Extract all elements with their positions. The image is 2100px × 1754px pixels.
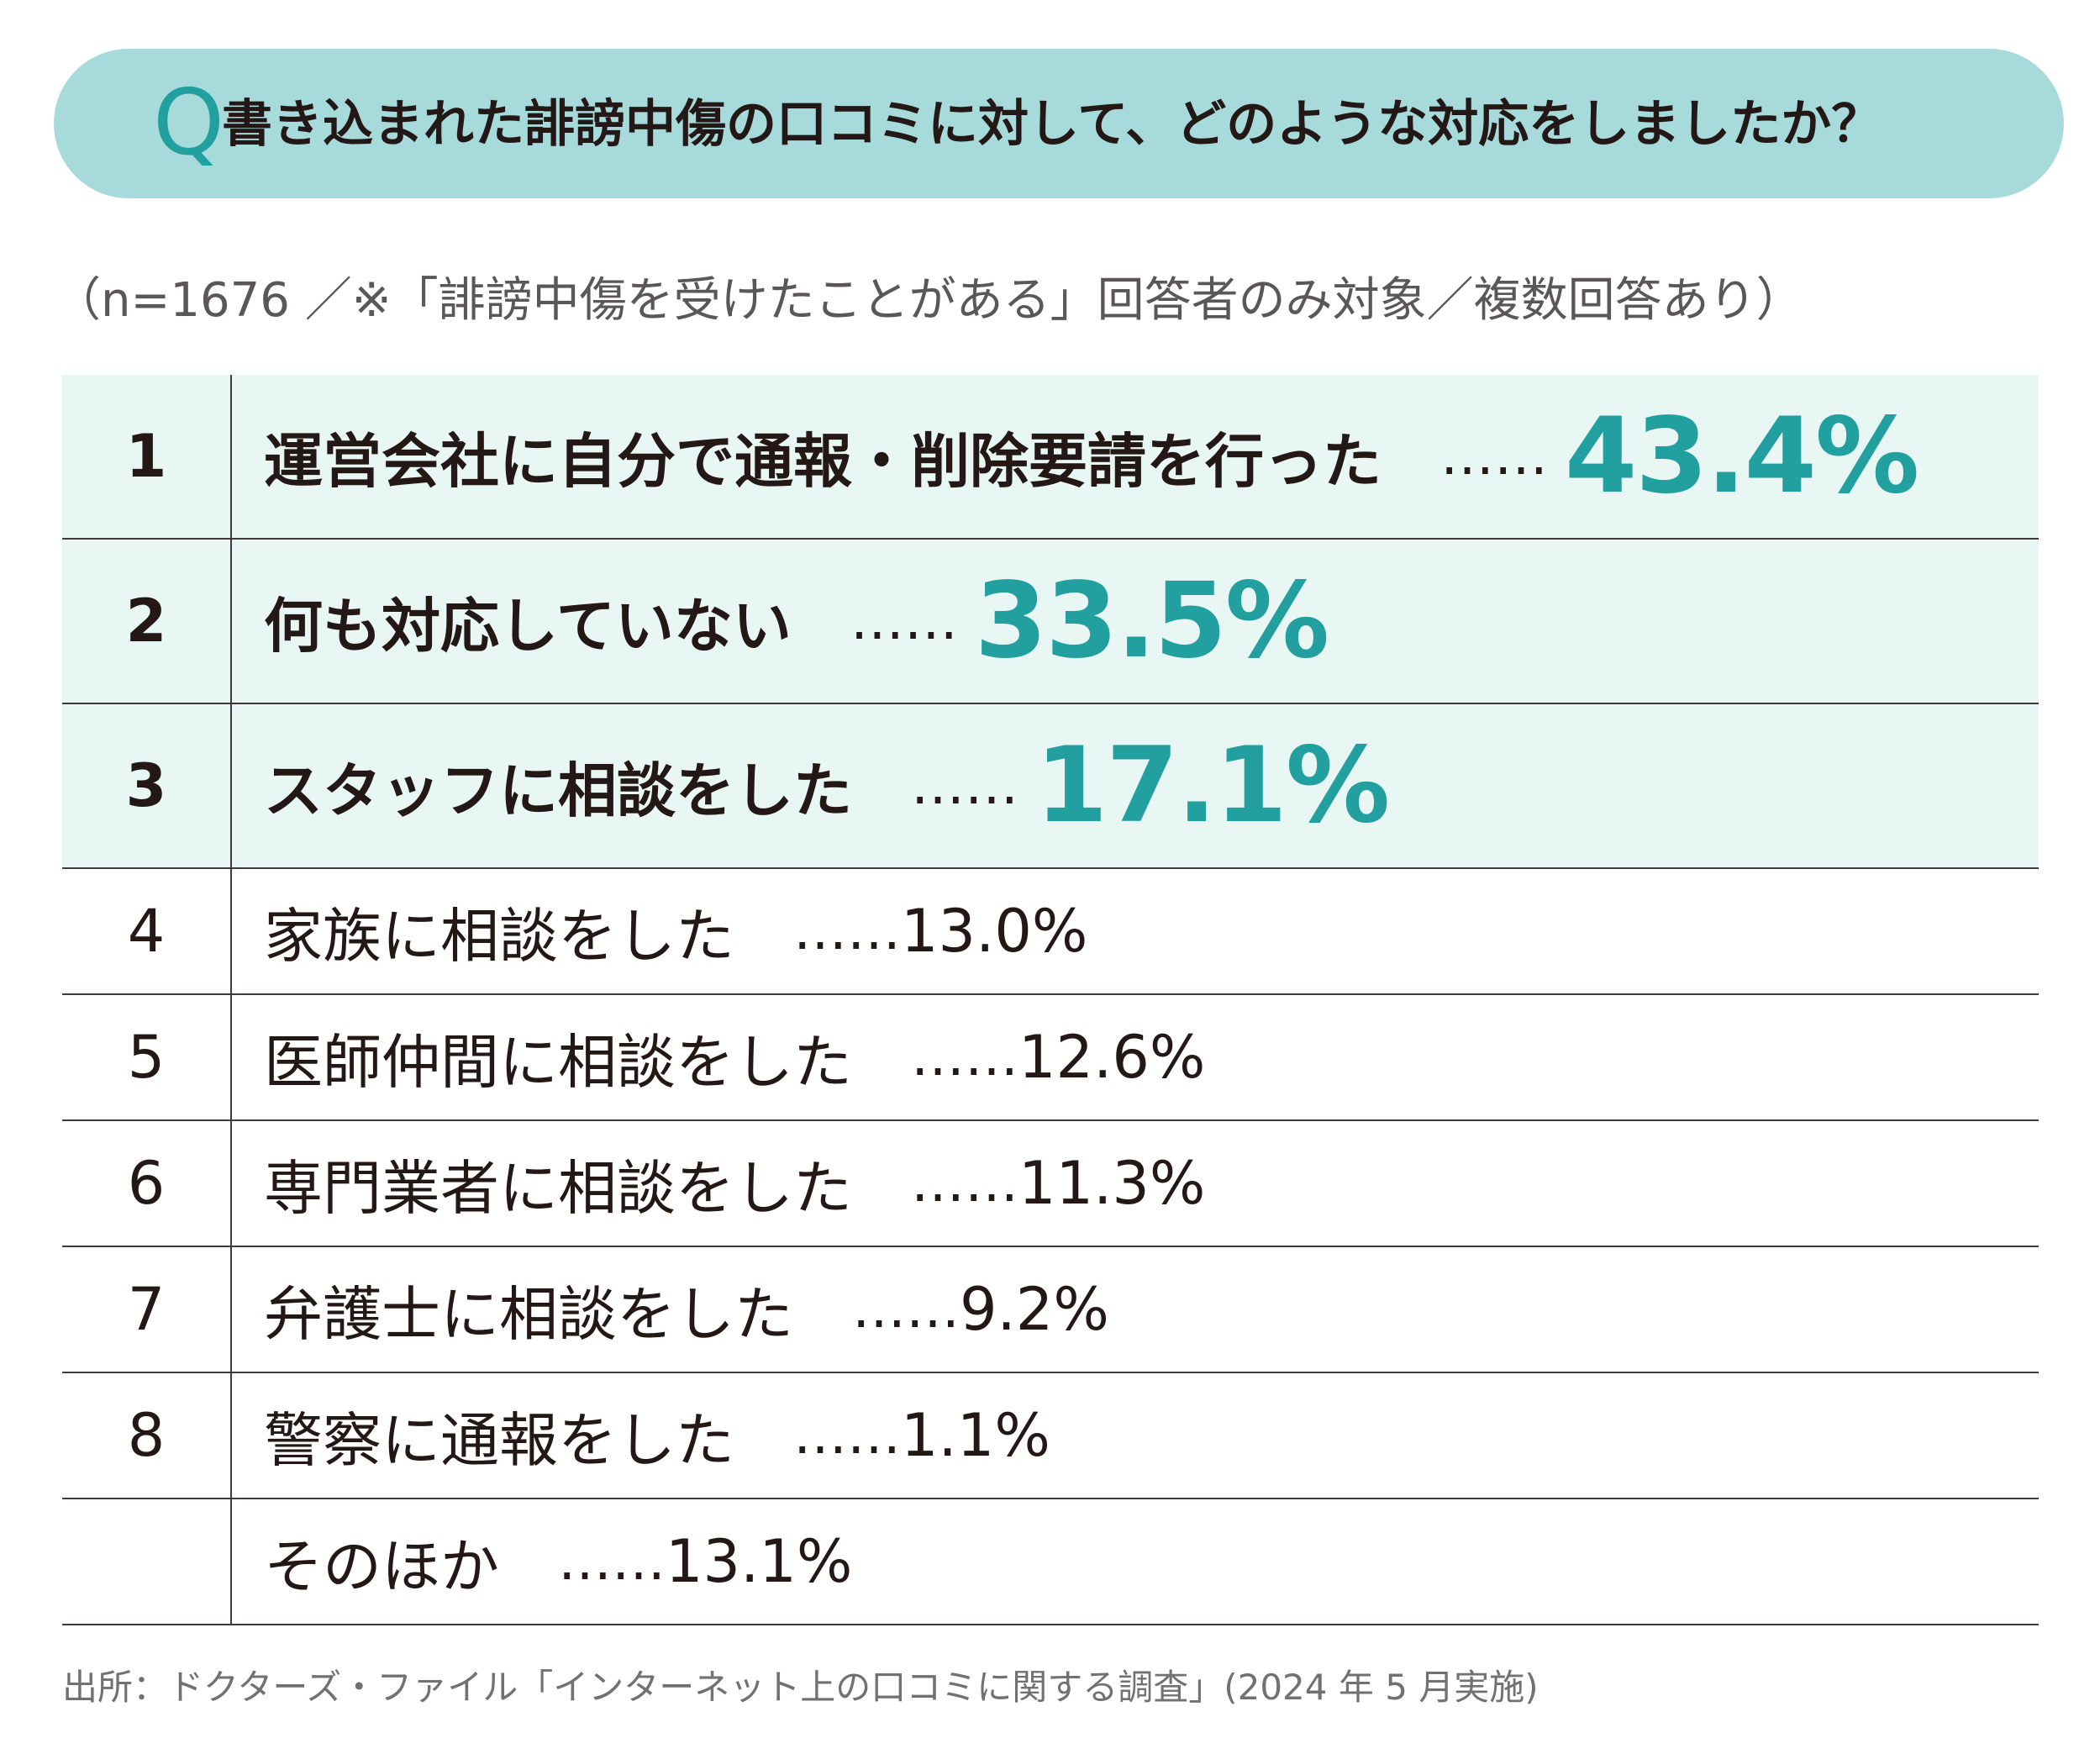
table-row: 7 弁護士に相談をした …… 9.2% [62, 1247, 2039, 1373]
row-content: そのほか …… 13.1% [264, 1499, 2039, 1624]
row-content: 運営会社に自分で通報・削除要請を行った …… 43.4% [264, 375, 2039, 538]
table-row: 1 運営会社に自分で通報・削除要請を行った …… 43.4% [62, 375, 2039, 540]
response-label: 専門業者に相談をした [264, 1153, 852, 1223]
percentage-value: 9.2% [960, 1275, 1109, 1344]
row-content: 医師仲間に相談をした …… 12.6% [264, 995, 2039, 1119]
sample-note: （n=1676 ／※「誹謗中傷を受けたことがある」回答者のみ対象／複数回答あり） [54, 273, 1803, 328]
rank-number [62, 1499, 232, 1624]
question-text: 書き込まれた誹謗中傷の口コミに対して、どのような対応をしましたか？ [222, 95, 1882, 154]
response-label: 家族に相談をした [264, 901, 734, 971]
rank-number: 6 [62, 1121, 232, 1246]
response-label: 弁護士に相談をした [264, 1279, 793, 1349]
response-label: 何も対応していない [264, 591, 792, 661]
table-row: 5 医師仲間に相談をした …… 12.6% [62, 995, 2039, 1121]
table-row: 8 警察に通報をした …… 1.1% [62, 1373, 2039, 1499]
leader-dots: …… [852, 1278, 960, 1341]
rank-number: 4 [62, 869, 232, 993]
ranking-table: 1 運営会社に自分で通報・削除要請を行った…… 43.4% 2 何も対応していない…… 3… [62, 375, 2039, 1625]
percentage-value: 1.1% [901, 1401, 1050, 1470]
question-mark: Q [153, 71, 225, 176]
response-label: 運営会社に自分で通報・削除要請を行った [264, 426, 1382, 496]
rank-number: 2 [62, 540, 232, 703]
row-content: 弁護士に相談をした …… 9.2% [264, 1247, 2039, 1372]
table-row: 2 何も対応していない …… 33.5% [62, 540, 2039, 704]
percentage-value: 43.4% [1565, 396, 1919, 517]
response-label: スタッフに相談をした [264, 756, 852, 825]
response-label: 警察に通報をした [264, 1405, 734, 1475]
rank-number: 7 [62, 1247, 232, 1372]
percentage-value: 17.1% [1035, 725, 1390, 846]
percentage-value: 12.6% [1018, 1023, 1206, 1092]
rank-number: 3 [62, 704, 232, 867]
row-content: 家族に相談をした …… 13.0% [264, 869, 2039, 993]
table-row: そのほか …… 13.1% [62, 1499, 2039, 1625]
percentage-value: 13.1% [666, 1527, 853, 1596]
table-row: 6 専門業者に相談をした …… 11.3% [62, 1121, 2039, 1247]
percentage-value: 13.0% [901, 897, 1088, 966]
percentage-value: 11.3% [1018, 1149, 1206, 1218]
row-content: 何も対応していない …… 33.5% [264, 540, 2039, 703]
rank-number: 8 [62, 1373, 232, 1498]
leader-dots: …… [793, 1404, 901, 1467]
leader-dots: …… [911, 1152, 1018, 1214]
percentage-value: 33.5% [974, 561, 1329, 682]
leader-dots: …… [850, 590, 958, 652]
leader-dots: …… [1440, 425, 1548, 487]
rank-number: 5 [62, 995, 232, 1119]
leader-dots: …… [911, 1026, 1018, 1088]
leader-dots: …… [793, 900, 901, 962]
source-note: 出所：ドクターズ・ファイル「インターネット上の口コミに関する調査」(2024 年… [62, 1667, 1539, 1708]
leader-dots: …… [911, 755, 1018, 817]
rank-number: 1 [62, 375, 232, 538]
leader-dots: …… [558, 1530, 666, 1593]
table-row: 4 家族に相談をした …… 13.0% [62, 869, 2039, 995]
response-label: 医師仲間に相談をした [264, 1027, 852, 1097]
response-label: そのほか [264, 1531, 499, 1601]
row-content: 専門業者に相談をした …… 11.3% [264, 1121, 2039, 1246]
table-row: 3 スタッフに相談をした …… 17.1% [62, 704, 2039, 869]
question-banner: Q 書き込まれた誹謗中傷の口コミに対して、どのような対応をしましたか？ [54, 49, 2064, 198]
row-content: 警察に通報をした …… 1.1% [264, 1373, 2039, 1498]
row-content: スタッフに相談をした …… 17.1% [264, 704, 2039, 867]
